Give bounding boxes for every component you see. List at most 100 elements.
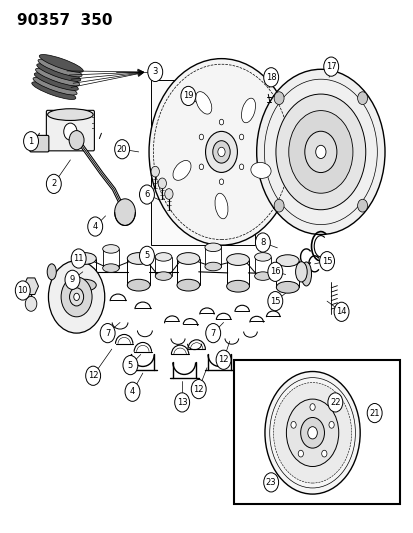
Ellipse shape xyxy=(37,63,81,82)
Ellipse shape xyxy=(195,92,211,114)
Circle shape xyxy=(15,281,30,300)
Circle shape xyxy=(24,132,38,151)
Circle shape xyxy=(25,296,37,311)
Circle shape xyxy=(180,86,195,106)
Ellipse shape xyxy=(127,279,150,291)
Text: 12: 12 xyxy=(193,385,204,393)
Ellipse shape xyxy=(204,262,221,271)
Circle shape xyxy=(74,293,79,301)
Text: 9: 9 xyxy=(70,276,75,284)
Ellipse shape xyxy=(204,243,221,252)
Circle shape xyxy=(304,131,336,173)
FancyBboxPatch shape xyxy=(30,135,49,152)
Ellipse shape xyxy=(155,272,171,280)
Circle shape xyxy=(100,324,115,343)
Ellipse shape xyxy=(241,98,255,123)
Text: 23: 23 xyxy=(265,478,276,487)
Circle shape xyxy=(114,140,129,159)
Ellipse shape xyxy=(254,253,271,261)
Text: 10: 10 xyxy=(17,286,28,295)
Circle shape xyxy=(290,422,295,428)
Text: 5: 5 xyxy=(128,361,133,369)
Ellipse shape xyxy=(36,68,79,86)
Circle shape xyxy=(88,217,102,236)
Ellipse shape xyxy=(173,160,190,180)
Text: 13: 13 xyxy=(176,398,187,407)
Circle shape xyxy=(139,246,154,265)
Text: 17: 17 xyxy=(325,62,336,71)
Text: 6: 6 xyxy=(144,190,149,199)
Ellipse shape xyxy=(34,72,78,91)
Ellipse shape xyxy=(127,253,150,264)
Circle shape xyxy=(69,288,83,306)
Circle shape xyxy=(273,92,283,104)
Text: 16: 16 xyxy=(269,268,280,276)
Circle shape xyxy=(267,262,282,281)
Circle shape xyxy=(297,450,303,457)
Circle shape xyxy=(309,403,314,410)
Circle shape xyxy=(216,350,230,369)
Text: 4: 4 xyxy=(93,222,97,231)
Ellipse shape xyxy=(177,253,199,264)
Circle shape xyxy=(139,185,154,204)
Circle shape xyxy=(267,292,282,311)
Ellipse shape xyxy=(250,163,271,179)
Circle shape xyxy=(125,382,140,401)
Ellipse shape xyxy=(295,262,306,282)
Circle shape xyxy=(149,59,293,245)
Text: 90357  350: 90357 350 xyxy=(17,13,112,28)
Circle shape xyxy=(48,261,104,333)
Circle shape xyxy=(205,132,237,173)
Text: 12: 12 xyxy=(88,372,98,380)
Text: 14: 14 xyxy=(335,308,346,316)
Text: 3: 3 xyxy=(152,68,157,76)
Circle shape xyxy=(256,69,384,235)
Text: 11: 11 xyxy=(73,254,84,263)
Text: 7: 7 xyxy=(210,329,215,337)
Ellipse shape xyxy=(102,245,119,253)
Text: 8: 8 xyxy=(260,238,265,247)
Circle shape xyxy=(114,199,135,225)
Circle shape xyxy=(357,199,367,212)
Circle shape xyxy=(151,166,159,177)
Text: 7: 7 xyxy=(105,329,110,337)
Text: 20: 20 xyxy=(116,145,127,154)
Text: 2: 2 xyxy=(51,180,56,188)
Circle shape xyxy=(263,473,278,492)
Circle shape xyxy=(61,277,92,317)
Circle shape xyxy=(275,94,365,209)
Circle shape xyxy=(219,119,223,125)
Circle shape xyxy=(147,62,162,82)
Text: 22: 22 xyxy=(329,398,340,407)
Text: 18: 18 xyxy=(265,73,276,82)
Circle shape xyxy=(288,111,352,193)
Circle shape xyxy=(321,450,326,457)
Circle shape xyxy=(219,179,223,184)
Circle shape xyxy=(239,134,243,140)
Circle shape xyxy=(255,233,270,252)
Ellipse shape xyxy=(32,82,76,100)
Circle shape xyxy=(123,356,138,375)
Circle shape xyxy=(65,270,80,289)
Circle shape xyxy=(366,403,381,423)
Ellipse shape xyxy=(47,109,93,120)
Ellipse shape xyxy=(155,253,171,261)
Circle shape xyxy=(199,134,203,140)
Ellipse shape xyxy=(47,264,56,280)
Text: 12: 12 xyxy=(218,356,228,364)
Ellipse shape xyxy=(39,54,83,72)
Circle shape xyxy=(212,141,230,163)
Ellipse shape xyxy=(226,254,249,265)
Ellipse shape xyxy=(226,280,249,292)
Ellipse shape xyxy=(276,281,299,293)
Circle shape xyxy=(164,189,173,199)
Ellipse shape xyxy=(74,279,96,291)
Ellipse shape xyxy=(300,262,311,286)
Ellipse shape xyxy=(74,253,96,264)
Circle shape xyxy=(327,393,342,412)
Circle shape xyxy=(69,131,84,150)
Text: 5: 5 xyxy=(144,252,149,260)
Circle shape xyxy=(64,123,77,140)
Text: 21: 21 xyxy=(368,409,379,417)
Ellipse shape xyxy=(214,193,228,219)
